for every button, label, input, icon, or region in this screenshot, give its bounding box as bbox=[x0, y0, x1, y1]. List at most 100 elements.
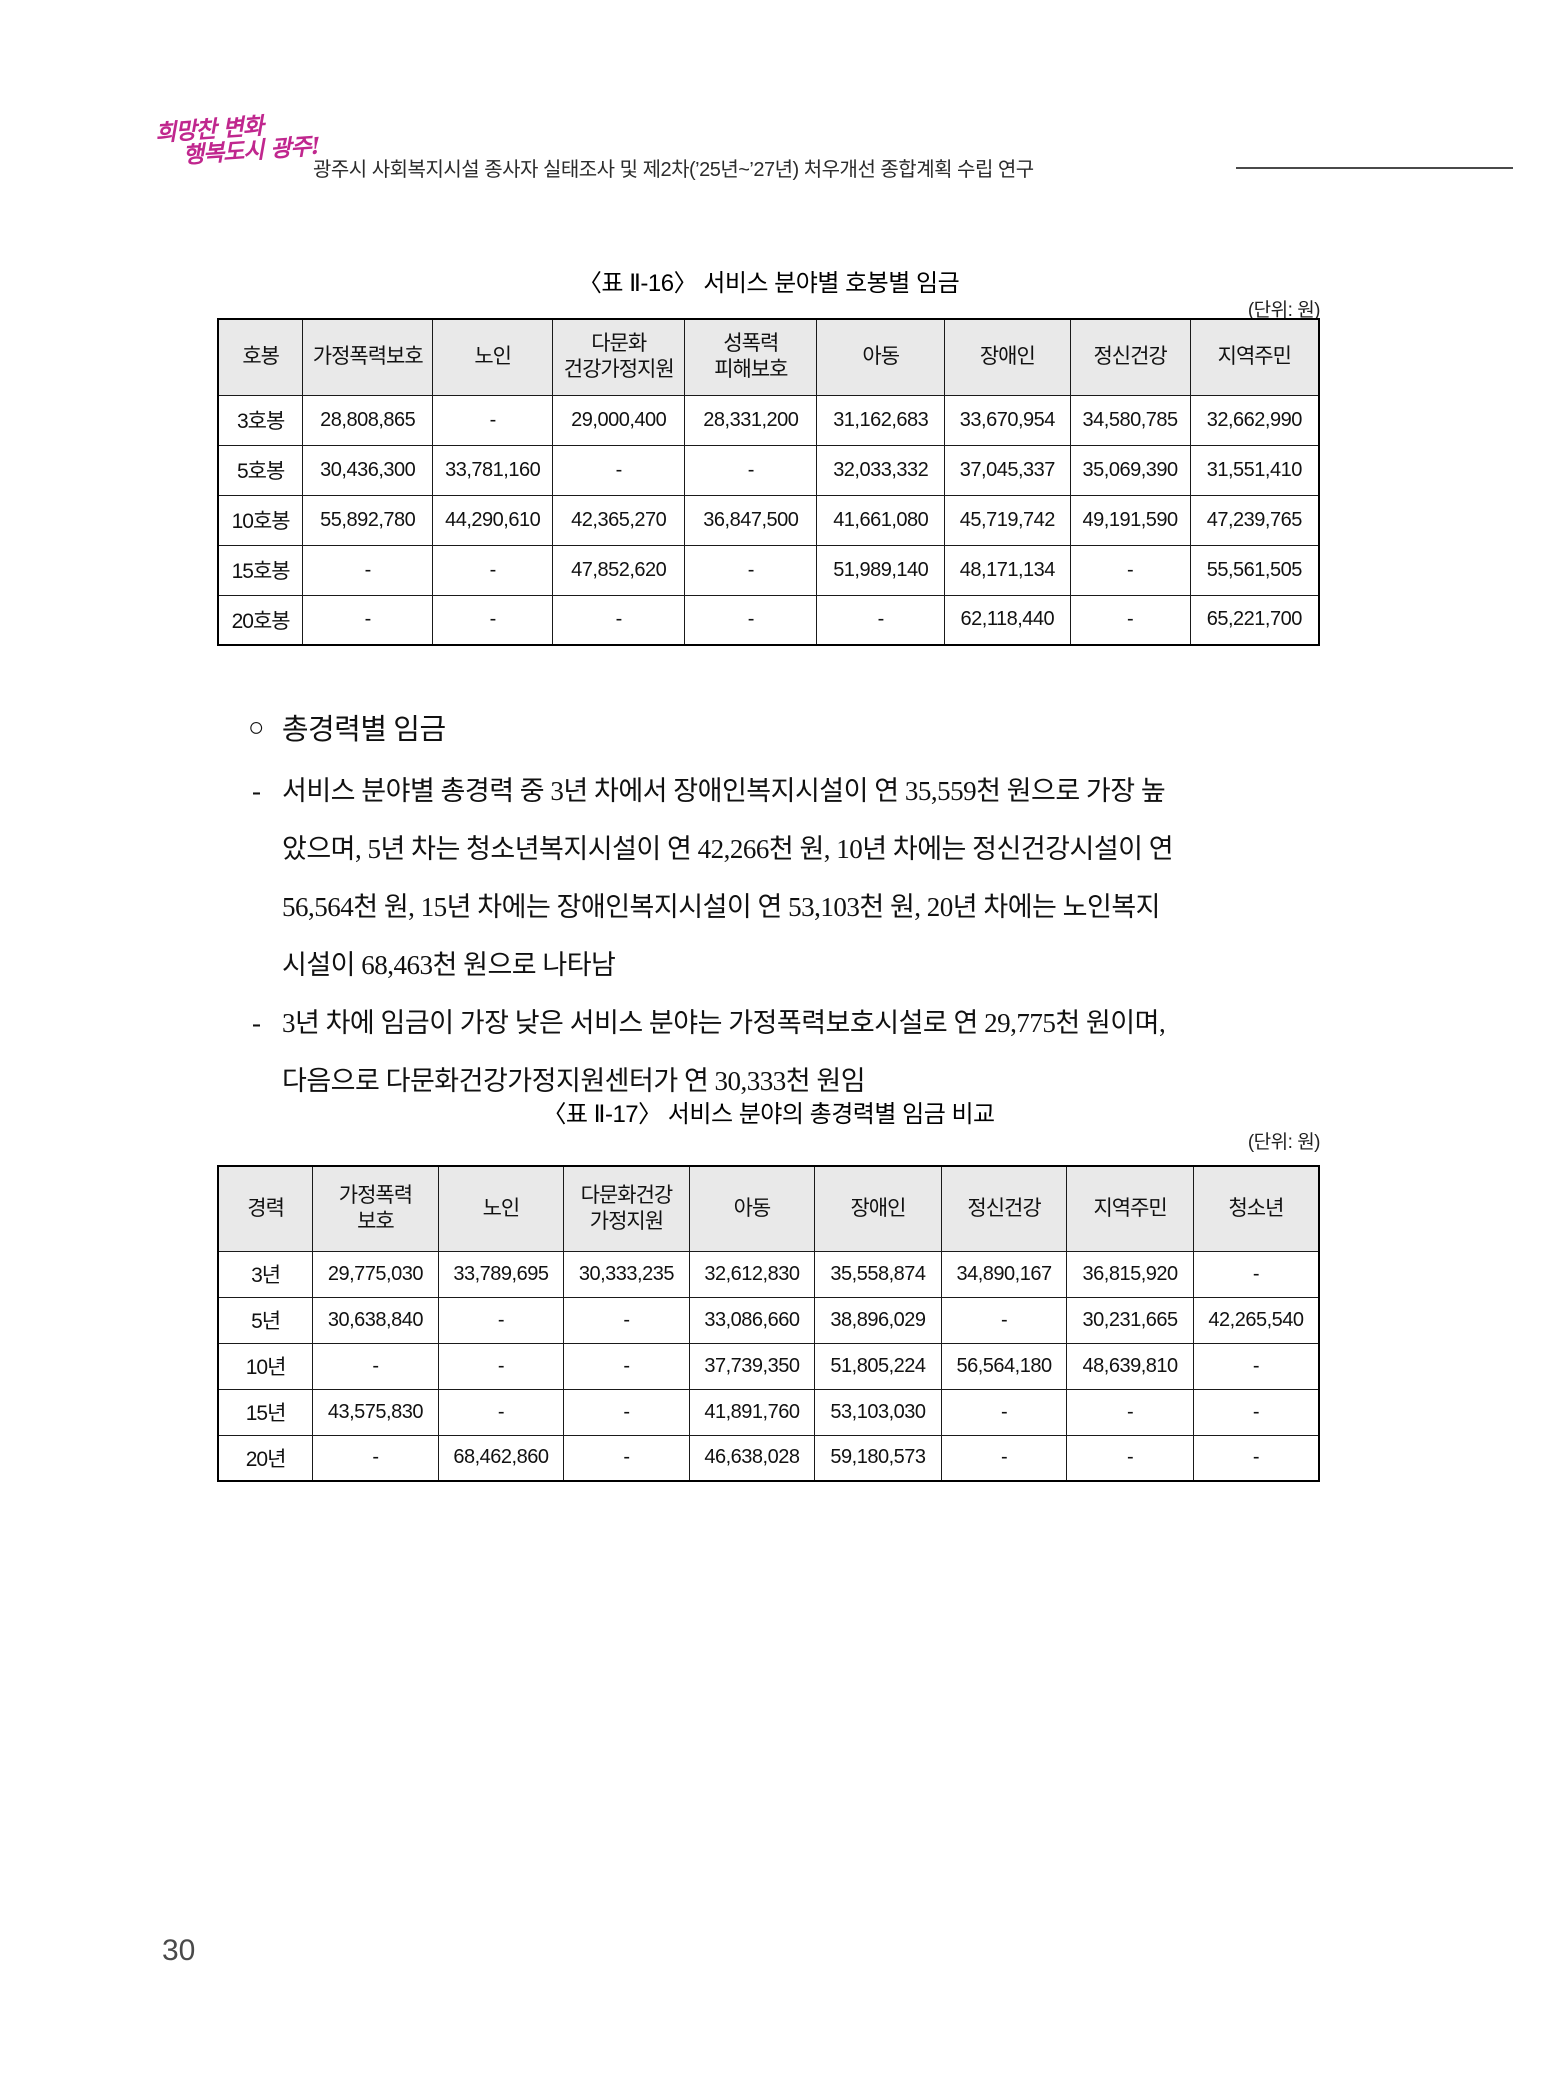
value-cell: 48,639,810 bbox=[1066, 1342, 1194, 1390]
bullet-item: - 서비스 분야별 총경력 중 3년 차에서 장애인복지시설이 연 35,559천… bbox=[248, 762, 1413, 994]
value-cell: 43,575,830 bbox=[312, 1388, 439, 1436]
value-cell: - bbox=[563, 1296, 690, 1344]
table-row: 10년 - - -37,739,350 51,805,224 56,564,180 48,6… bbox=[217, 1342, 1320, 1390]
body-text-line: 았으며, 5년 차는 청소년복지시설이 연 42,266천 원, 10년 차에는… bbox=[282, 834, 1174, 864]
table-row: 15호봉 - -47,852,620-51,989,140 48,171,134-55… bbox=[217, 544, 1320, 596]
table-row: 5년 30,638,840- -33,086,660 38,896,029-30,23… bbox=[217, 1296, 1320, 1344]
value-cell: 56,564,180 bbox=[940, 1342, 1068, 1390]
value-cell: - bbox=[1066, 1434, 1194, 1482]
salary-by-pay-grade-table: 호봉 가정폭력보호 노인 다문화 건강가정지원 성폭력 피해보호 아동 장애인 정신건강 지역주… bbox=[217, 318, 1320, 646]
table1-unit-label: (단위: 원) bbox=[1247, 300, 1321, 321]
value-cell: - bbox=[437, 1342, 565, 1390]
value-cell: 42,265,540 bbox=[1192, 1296, 1320, 1344]
row-header: 20호봉 bbox=[217, 594, 304, 646]
bullet-list: - 서비스 분야별 총경력 중 3년 차에서 장애인복지시설이 연 35,559천… bbox=[248, 762, 1413, 1110]
value-cell: - bbox=[563, 1342, 690, 1390]
table-header-row: 호봉 가정폭력보호 노인 다문화 건강가정지원 성폭력 피해보호 아동 장애인 정신건강 지역주… bbox=[217, 318, 1320, 396]
value-cell: - bbox=[1066, 1388, 1194, 1436]
gwangju-city-slogan-logo: 희망찬 변화 행복도시 광주! bbox=[154, 110, 328, 170]
value-cell: 47,852,620 bbox=[552, 544, 686, 596]
value-cell: 38,896,029 bbox=[814, 1296, 942, 1344]
column-header: 아동 bbox=[816, 318, 946, 396]
dash-bullet-icon: - bbox=[252, 1008, 261, 1038]
career-salary-section: ○ 총경력별 임금 - 서비스 분야별 총경력 중 3년 차에서 장애인복지시설이… bbox=[248, 705, 1413, 1110]
value-cell: 32,033,332 bbox=[816, 444, 946, 496]
value-cell: 32,612,830 bbox=[688, 1250, 816, 1298]
section-heading: 총경력별 임금 bbox=[281, 714, 446, 746]
column-header: 노인 bbox=[437, 1165, 565, 1252]
value-cell: - bbox=[684, 594, 818, 646]
table1-caption: 〈표 Ⅱ-16〉 서비스 분야별 호봉별 임금 bbox=[577, 270, 960, 297]
value-cell: 34,890,167 bbox=[940, 1250, 1068, 1298]
value-cell: 68,462,860 bbox=[437, 1434, 565, 1482]
value-cell: - bbox=[437, 1388, 565, 1436]
value-cell: 41,891,760 bbox=[688, 1388, 816, 1436]
value-cell: 31,162,683 bbox=[816, 394, 946, 446]
column-header: 아동 bbox=[688, 1165, 816, 1252]
value-cell: - bbox=[563, 1434, 690, 1482]
column-header: 가정폭력보호 bbox=[302, 318, 434, 396]
document-header-title: 광주시 사회복지시설 종사자 실태조사 및 제2차(’25년~’27년) 처우개… bbox=[313, 159, 1034, 181]
value-cell: 29,775,030 bbox=[312, 1250, 439, 1298]
value-cell: 51,989,140 bbox=[816, 544, 946, 596]
value-cell: - bbox=[312, 1434, 439, 1482]
row-header: 15호봉 bbox=[217, 544, 304, 596]
table-row: 20호봉 - - - - -62,118,440-65,221,700 bbox=[217, 594, 1320, 646]
row-header: 5년 bbox=[217, 1296, 314, 1344]
value-cell: 30,638,840 bbox=[312, 1296, 439, 1344]
header-rule-line bbox=[1236, 167, 1513, 169]
row-header: 5호봉 bbox=[217, 444, 304, 496]
value-cell: 37,045,337 bbox=[944, 444, 1071, 496]
value-cell: 55,892,780 bbox=[302, 494, 434, 546]
column-header: 다문화 건강가정지원 bbox=[552, 318, 686, 396]
value-cell: - bbox=[563, 1388, 690, 1436]
row-header: 15년 bbox=[217, 1388, 314, 1436]
value-cell: - bbox=[432, 394, 554, 446]
value-cell: 41,661,080 bbox=[816, 494, 946, 546]
value-cell: 37,739,350 bbox=[688, 1342, 816, 1390]
value-cell: 48,171,134 bbox=[944, 544, 1071, 596]
value-cell: 33,789,695 bbox=[437, 1250, 565, 1298]
value-cell: - bbox=[1192, 1342, 1320, 1390]
value-cell: 32,662,990 bbox=[1189, 394, 1320, 446]
value-cell: - bbox=[1069, 594, 1191, 646]
value-cell: 51,805,224 bbox=[814, 1342, 942, 1390]
value-cell: - bbox=[1192, 1388, 1320, 1436]
table-row: 5호봉 30,436,300 33,781,160- -32,033,332 37,04… bbox=[217, 444, 1320, 496]
value-cell: - bbox=[1069, 544, 1191, 596]
column-header: 성폭력 피해보호 bbox=[684, 318, 818, 396]
value-cell: - bbox=[1192, 1434, 1320, 1482]
value-cell: 42,365,270 bbox=[552, 494, 686, 546]
value-cell: 33,670,954 bbox=[944, 394, 1071, 446]
row-header: 10호봉 bbox=[217, 494, 304, 546]
value-cell: 59,180,573 bbox=[814, 1434, 942, 1482]
value-cell: - bbox=[302, 594, 434, 646]
value-cell: 28,808,865 bbox=[302, 394, 434, 446]
value-cell: - bbox=[684, 444, 818, 496]
table2-unit-label: (단위: 원) bbox=[1247, 1132, 1321, 1153]
value-cell: 34,580,785 bbox=[1069, 394, 1191, 446]
column-header: 호봉 bbox=[217, 318, 304, 396]
column-header: 정신건강 bbox=[1069, 318, 1191, 396]
value-cell: 35,069,390 bbox=[1069, 444, 1191, 496]
value-cell: 36,815,920 bbox=[1066, 1250, 1194, 1298]
table2-caption: 〈표 Ⅱ-17〉 서비스 분야의 총경력별 임금 비교 bbox=[542, 1101, 995, 1128]
value-cell: 47,239,765 bbox=[1189, 494, 1320, 546]
column-header: 경력 bbox=[217, 1165, 314, 1252]
body-text-line: 시설이 68,463천 원으로 나타남 bbox=[282, 950, 616, 980]
value-cell: - bbox=[940, 1434, 1068, 1482]
value-cell: - bbox=[684, 544, 818, 596]
body-text-line: 다음으로 다문화건강가정지원센터가 연 30,333천 원임 bbox=[282, 1066, 866, 1096]
column-header: 가정폭력 보호 bbox=[312, 1165, 439, 1252]
table-row: 15년 43,575,830- -41,891,760 53,103,030- - - bbox=[217, 1388, 1320, 1436]
value-cell: 49,191,590 bbox=[1069, 494, 1191, 546]
value-cell: - bbox=[552, 594, 686, 646]
column-header: 다문화건강 가정지원 bbox=[563, 1165, 690, 1252]
body-text-line: 3년 차에 임금이 가장 낮은 서비스 분야는 가정폭력보호시설로 연 29,7… bbox=[282, 1008, 1166, 1038]
value-cell: 30,333,235 bbox=[563, 1250, 690, 1298]
value-cell: - bbox=[432, 544, 554, 596]
page-number: 30 bbox=[162, 1934, 196, 1967]
value-cell: - bbox=[1192, 1250, 1320, 1298]
column-header: 정신건강 bbox=[940, 1165, 1068, 1252]
value-cell: 33,781,160 bbox=[432, 444, 554, 496]
